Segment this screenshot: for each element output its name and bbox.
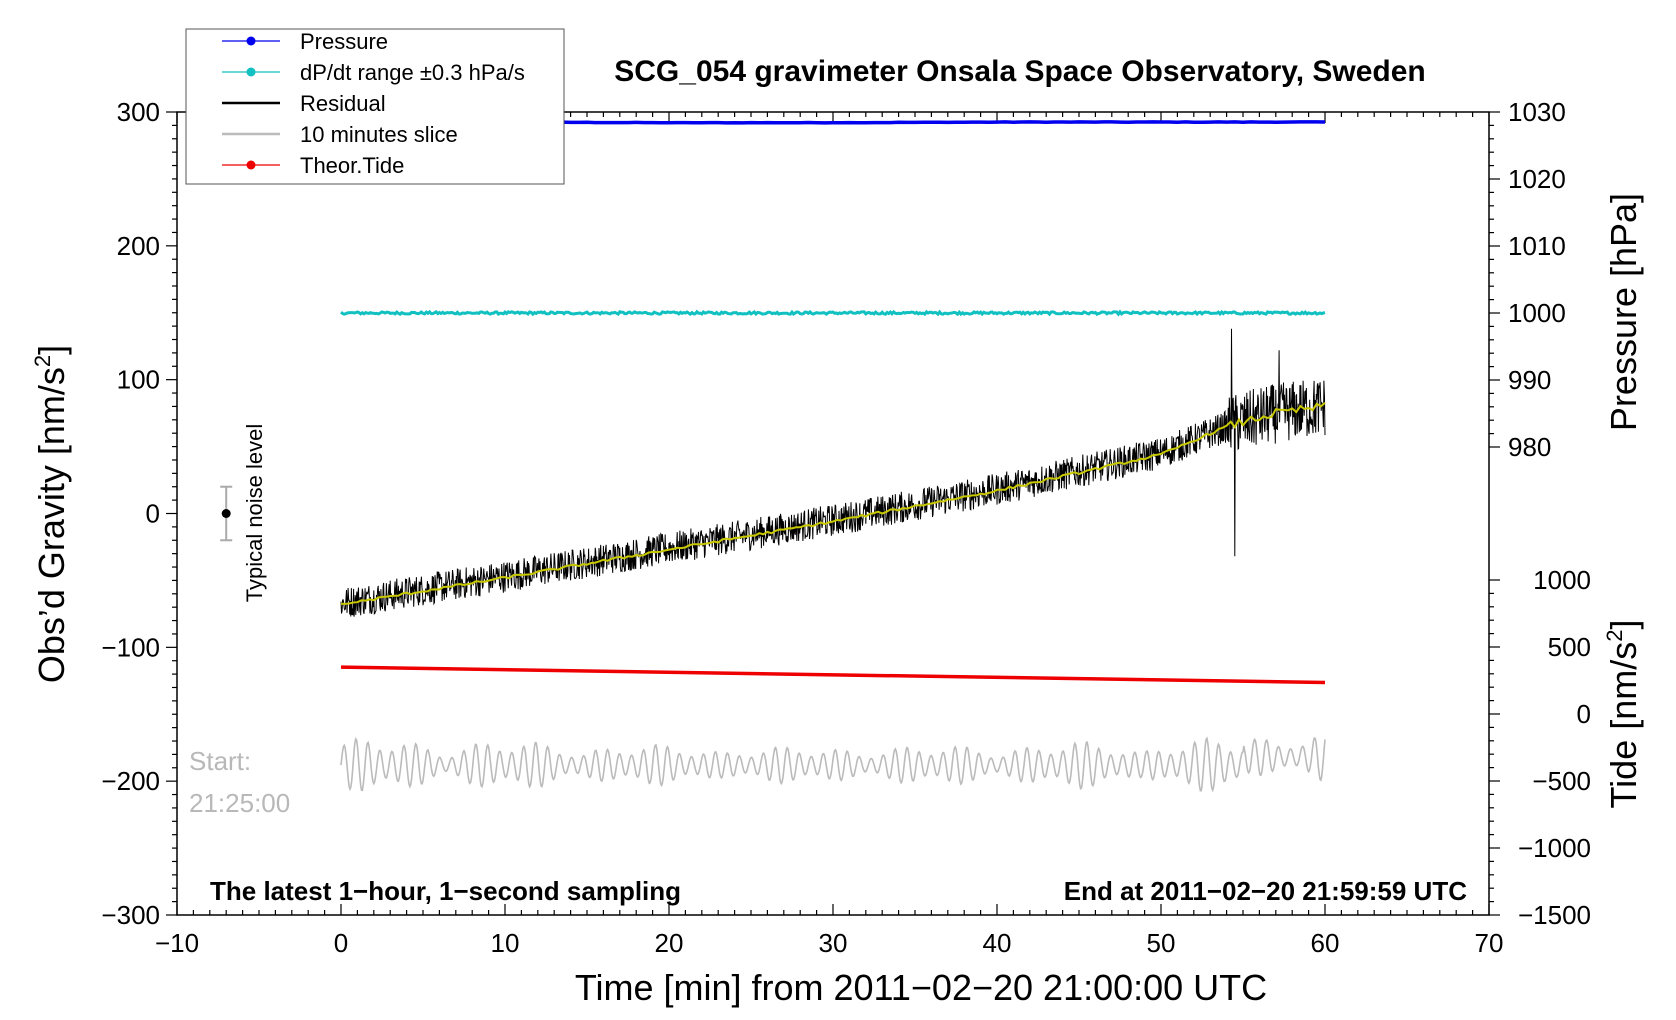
gravity-tick-label: −200 [101,766,160,796]
legend-swatch-marker [246,67,256,77]
pressure-axis-label: Pressure [hPa] [1603,193,1644,431]
pressure-axis: 980 990 1000 1010 1020 1030 [1489,97,1566,462]
legend: Pressure dP/dt range ±0.3 hPa/s Residual 10… [185,28,565,185]
tide-axis-label-end: ] [1603,620,1644,630]
gravity-axis-label: Obs’d Gravity [nm/s2] [30,345,72,683]
x-axis-label: Time [min] from 2011−02−20 21:00:00 UTC [575,967,1267,1008]
footer-left-note: The latest 1−hour, 1−second sampling [210,876,681,906]
pressure-tick-label: 990 [1508,365,1551,395]
noise-errorbar-point [221,509,231,518]
gravity-axis: −300 −200 −100 0 100 200 300 [101,97,177,930]
theoretical-tide-series [340,665,1326,685]
x-tick-label: −10 [155,928,199,958]
tide-tick-label: −1500 [1518,900,1591,930]
footer-right-note: End at 2011−02−20 21:59:59 UTC [1064,876,1467,906]
noise-level-label: Typical noise level [242,424,267,603]
residual-trend-series [340,401,1326,605]
x-tick-label: 40 [983,928,1012,958]
x-tick-label: 20 [655,928,684,958]
ten-minute-slice-series [340,736,1326,793]
x-tick-label: 60 [1311,928,1340,958]
dpdt-series [340,309,1326,317]
tide-axis: −1500 −1000 −500 0 500 1000 [1489,565,1591,930]
tide-tick-label: 500 [1548,632,1591,662]
legend-label: Theor.Tide [300,153,404,178]
pressure-tick-label: 1010 [1508,231,1566,261]
tide-axis-label: Tide [nm/s2] [1602,620,1644,809]
x-tick-label: 30 [819,928,848,958]
tide-tick-label: −500 [1532,766,1591,796]
gravity-tick-label: 100 [117,365,160,395]
x-tick-label: 0 [334,928,348,958]
gravity-tick-label: 200 [117,231,160,261]
tide-axis-label-sup: 2 [1602,630,1627,642]
pressure-tick-label: 980 [1508,432,1551,462]
pressure-tick-label: 1000 [1508,298,1566,328]
legend-box [185,28,565,185]
gravity-tick-label: −300 [101,900,160,930]
start-time: 21:25:00 [189,788,290,818]
tide-tick-label: −1000 [1518,833,1591,863]
tide-tick-label: 0 [1577,699,1591,729]
start-label: Start: [189,746,251,776]
legend-swatch-marker [246,36,256,46]
gravity-tick-label: 0 [146,499,160,529]
x-tick-label: 50 [1147,928,1176,958]
legend-swatch-marker [246,160,256,170]
legend-label: dP/dt range ±0.3 hPa/s [300,60,525,85]
gravity-axis-label-main: Obs’d Gravity [nm/s [31,367,72,683]
legend-label: 10 minutes slice [300,122,458,147]
chart-title: SCG_054 gravimeter Onsala Space Observat… [614,55,1426,88]
gravity-axis-label-sup: 2 [30,355,55,367]
legend-label: Pressure [300,29,388,54]
noise-errorbar [220,485,233,542]
gravity-tick-label: 300 [117,97,160,127]
residual-series [340,328,1326,617]
gravity-tick-label: −100 [101,632,160,662]
tide-tick-label: 1000 [1533,565,1591,595]
pressure-tick-label: 1030 [1508,97,1566,127]
x-tick-label: 70 [1475,928,1504,958]
pressure-tick-label: 1020 [1508,164,1566,194]
x-tick-label: 10 [491,928,520,958]
gravity-axis-label-end: ] [31,345,72,355]
tide-axis-label-main: Tide [nm/s [1603,642,1644,809]
legend-label: Residual [300,91,386,116]
x-axis: −10 0 10 20 30 40 50 60 70 [155,112,1504,958]
